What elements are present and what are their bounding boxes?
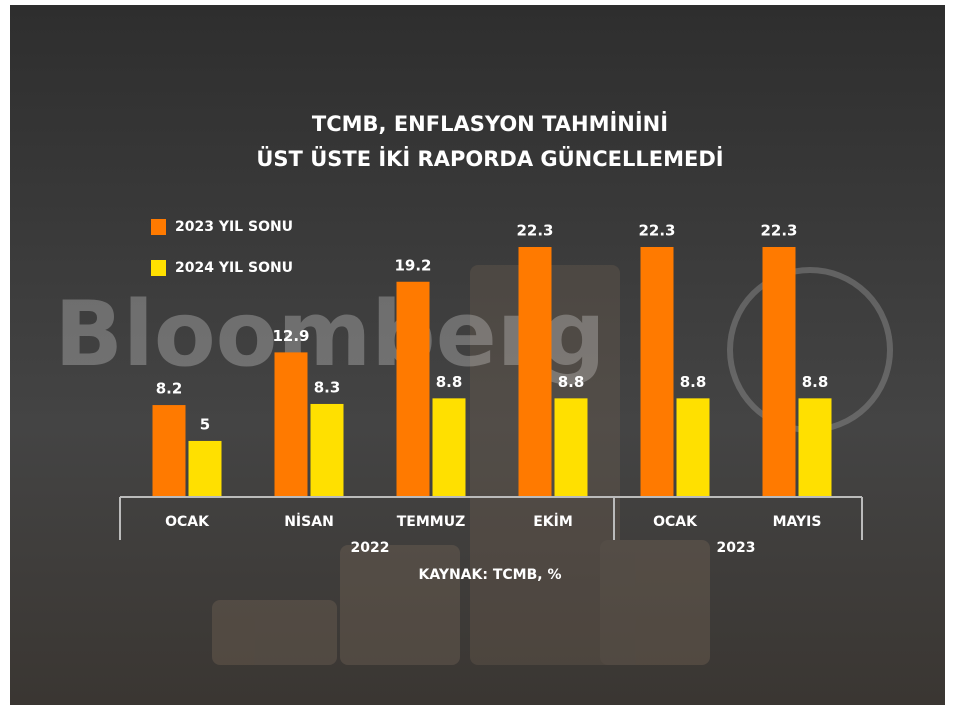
value-label: 22.3 <box>760 222 797 240</box>
legend-label: 2023 YIL SONU <box>175 219 293 235</box>
bar <box>396 281 430 497</box>
bar <box>762 247 796 497</box>
x-tick-label: OCAK <box>653 514 698 530</box>
bar <box>188 440 222 497</box>
x-tick-label: MAYIS <box>773 514 822 530</box>
value-label: 5 <box>200 415 210 433</box>
value-label: 8.2 <box>156 380 183 398</box>
x-tick-label: OCAK <box>165 514 210 530</box>
value-label: 22.3 <box>638 222 675 240</box>
bar <box>152 405 186 497</box>
bar <box>274 352 308 497</box>
bar <box>310 403 344 497</box>
bar <box>554 398 588 497</box>
legend-label: 2024 YIL SONU <box>175 260 293 276</box>
value-label: 12.9 <box>272 327 309 345</box>
x-tick-label: EKİM <box>533 513 573 530</box>
bar <box>640 247 674 497</box>
legend-swatch <box>151 260 166 276</box>
x-tick-label: TEMMUZ <box>397 514 466 530</box>
chart-title: ÜST ÜSTE İKİ RAPORDA GÜNCELLEMEDİ <box>256 146 723 171</box>
value-label: 22.3 <box>516 222 553 240</box>
bar <box>798 398 832 497</box>
watermark: Bloomberg <box>54 282 605 387</box>
group-label: 2023 <box>717 540 756 556</box>
legend-swatch <box>151 219 166 235</box>
source: KAYNAK: TCMB, % <box>418 567 561 583</box>
group-label: 2022 <box>351 540 390 556</box>
bar <box>518 247 552 497</box>
value-label: 8.8 <box>558 373 585 391</box>
value-label: 8.8 <box>802 373 829 391</box>
bar <box>676 398 710 497</box>
value-label: 8.3 <box>314 378 341 396</box>
chart-title: TCMB, ENFLASYON TAHMİNİNİ <box>312 111 668 136</box>
bar <box>432 398 466 497</box>
x-tick-label: NİSAN <box>284 513 334 530</box>
value-label: 8.8 <box>436 373 463 391</box>
value-label: 8.8 <box>680 373 707 391</box>
value-label: 19.2 <box>394 256 431 274</box>
